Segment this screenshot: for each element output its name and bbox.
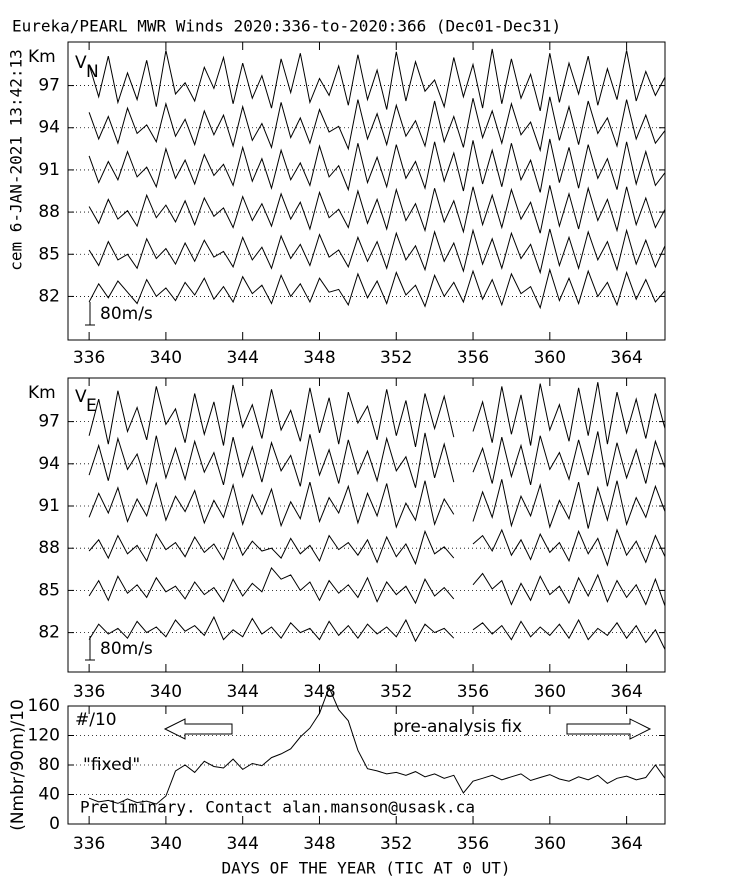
right-arrow [566,718,652,740]
panel-label-sub: E [86,396,97,416]
x-tick-label: 364 [610,834,642,854]
data-line [88,96,666,153]
contact-note: Preliminary. Contact alan.manson@usask.c… [80,798,475,817]
x-tick-label: 340 [150,834,182,854]
x-tick-label: 364 [610,682,642,702]
plot-frame [67,41,666,341]
x-tick-label: 344 [226,834,258,854]
x-tick-label: 348 [303,834,335,854]
x-tick-label: 352 [380,348,412,368]
panel-label-sub: N [86,62,99,82]
x-tick-label: 348 [303,682,335,702]
fix-label: pre-analysis fix [393,717,522,737]
y-axis-label: Km [28,383,56,403]
y-tick-label: 97 [38,76,60,96]
x-tick-label: 360 [534,682,566,702]
y-tick-label: 120 [28,726,60,746]
plot-frame [67,377,666,673]
y-tick-label: 88 [38,202,60,222]
data-line [88,185,666,234]
side-label: cem 6-JAN-2021 13:42:13 [7,49,26,271]
x-tick-label: 336 [73,348,105,368]
y-tick-label: 91 [38,496,60,516]
y-tick-label: 94 [38,454,60,474]
x-tick-label: 364 [610,348,642,368]
y-tick-label: 91 [38,160,60,180]
y-axis-label: (Nmbr/90m)/10 [8,699,28,831]
x-tick-label: 352 [380,834,412,854]
y-tick-label: 85 [38,580,60,600]
x-tick-label: 356 [457,834,489,854]
data-line [88,479,666,529]
y-tick-label: 160 [28,696,60,716]
x-tick-label: 360 [534,834,566,854]
data-line [88,528,666,567]
y-tick-label: 97 [38,412,60,432]
y-axis-label: Km [28,47,56,67]
y-tick-label: 0 [49,814,60,834]
x-tick-label: 336 [73,834,105,854]
x-tick-label: 344 [226,348,258,368]
chart-title: Eureka/PEARL MWR Winds 2020:336-to-2020:… [12,17,561,36]
x-tick-label: 352 [380,682,412,702]
scale-label: 80m/s [100,304,153,324]
data-line [88,228,666,275]
x-axis-label: DAYS OF THE YEAR (TIC AT 0 UT) [222,859,511,877]
x-tick-label: 348 [303,348,335,368]
x-tick-label: 340 [150,348,182,368]
x-tick-label: 360 [534,348,566,368]
x-tick-label: 356 [457,682,489,702]
count-label: #/10 [75,710,117,730]
panel-label: V [75,53,87,73]
y-tick-label: 94 [38,118,60,138]
panel-label: V [75,387,87,407]
data-line [88,382,666,448]
x-tick-label: 356 [457,348,489,368]
x-tick-label: 336 [73,682,105,702]
y-tick-label: 85 [38,244,60,264]
data-line [88,615,666,650]
y-tick-label: 80 [38,755,60,775]
fixed-label: "fixed" [83,755,140,775]
data-line [88,48,666,112]
y-tick-label: 40 [38,785,60,805]
data-line [88,267,666,310]
data-line [88,566,666,607]
data-line [88,138,666,193]
left-arrow [163,718,233,740]
scale-label: 80m/s [100,639,153,659]
y-tick-label: 88 [38,538,60,558]
x-tick-label: 340 [150,682,182,702]
x-tick-label: 344 [226,682,258,702]
y-tick-label: 82 [38,286,60,306]
y-tick-label: 82 [38,623,60,643]
data-line [88,686,666,805]
data-line [88,431,666,488]
